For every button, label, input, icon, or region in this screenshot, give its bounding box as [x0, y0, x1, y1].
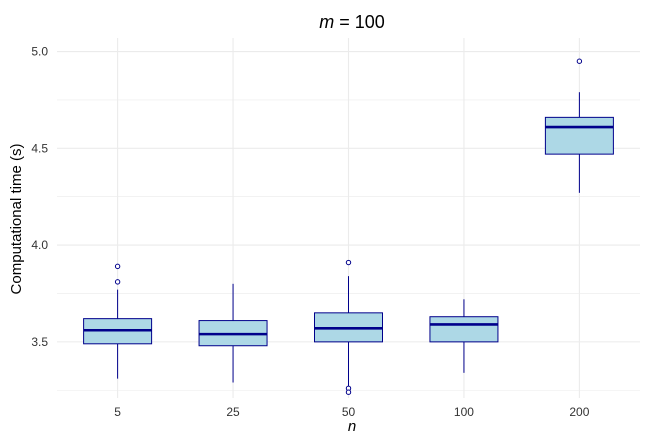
- x-tick-label: 25: [226, 405, 240, 419]
- outlier-point: [345, 389, 352, 395]
- x-tick-label: 50: [342, 405, 356, 419]
- box-group-50: [314, 259, 383, 395]
- y-tick-label: 4.5: [31, 141, 48, 155]
- chart-title-variable: m: [319, 12, 334, 32]
- x-tick-label: 5: [114, 405, 121, 419]
- box-group-5: [83, 263, 153, 379]
- y-axis-title: Computational time (s): [8, 144, 25, 295]
- outlier-point: [114, 279, 121, 285]
- outlier-point: [114, 263, 121, 270]
- outlier-point: [345, 259, 352, 266]
- box-layer: [83, 58, 614, 395]
- y-tick-label: 4.0: [31, 238, 48, 252]
- tick-label-layer: 3.5 4.0 4.5 5.0 5 25 50 100 200: [31, 45, 589, 419]
- box-group-100: [429, 299, 499, 373]
- box-body: [544, 116, 614, 155]
- chart-title-equals: =: [334, 12, 355, 32]
- x-tick-label: 100: [454, 405, 474, 419]
- chart-title: m = 100: [319, 12, 385, 32]
- box-group-200: [544, 58, 614, 193]
- x-tick-label: 200: [569, 405, 589, 419]
- x-axis-title: n: [348, 418, 356, 433]
- y-tick-label: 5.0: [31, 45, 48, 59]
- y-tick-label: 3.5: [31, 335, 48, 349]
- outlier-point: [576, 58, 583, 64]
- box-body: [429, 316, 499, 343]
- box-group-25: [198, 283, 268, 383]
- chart-title-value: 100: [355, 12, 385, 32]
